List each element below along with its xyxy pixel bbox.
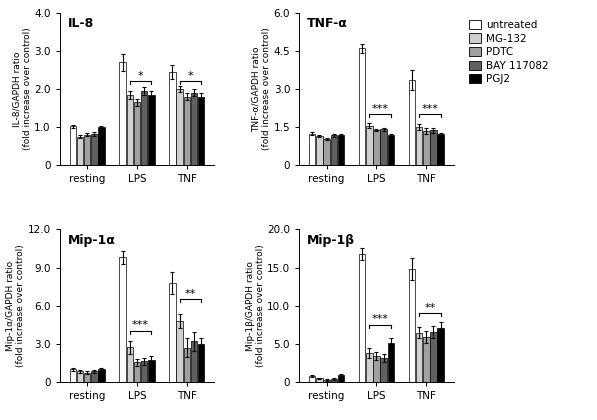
Bar <box>119 257 126 382</box>
Bar <box>438 134 444 165</box>
Y-axis label: TNF-α/GAPDH ratio
(fold increase over control): TNF-α/GAPDH ratio (fold increase over co… <box>252 28 272 150</box>
Bar <box>91 134 97 165</box>
Text: *: * <box>138 71 143 81</box>
Y-axis label: Mip-1α/GAPDH ratio
(fold increase over control): Mip-1α/GAPDH ratio (fold increase over c… <box>6 244 26 367</box>
Bar <box>380 358 387 382</box>
Bar <box>84 135 90 165</box>
Bar <box>183 348 190 382</box>
Bar <box>430 130 437 165</box>
Text: ***: *** <box>371 104 389 113</box>
Bar <box>380 129 387 165</box>
Bar <box>99 370 104 382</box>
Bar <box>69 370 76 382</box>
Bar <box>409 80 415 165</box>
Bar <box>141 361 147 382</box>
Y-axis label: Mip-1β/GAPDH ratio
(fold increase over control): Mip-1β/GAPDH ratio (fold increase over c… <box>245 244 265 367</box>
Bar <box>119 62 126 165</box>
Bar <box>324 380 330 382</box>
Bar <box>76 136 83 165</box>
Text: Mip-1β: Mip-1β <box>307 234 355 247</box>
Bar <box>148 94 155 165</box>
Bar <box>373 356 380 382</box>
Text: ***: *** <box>421 104 438 113</box>
Text: IL-8: IL-8 <box>67 17 94 30</box>
Bar <box>69 126 76 165</box>
Bar <box>91 371 97 382</box>
Bar <box>366 353 373 382</box>
Bar <box>198 344 204 382</box>
Bar <box>387 343 394 382</box>
Bar <box>141 91 147 165</box>
Bar <box>324 139 330 165</box>
Bar <box>331 135 337 165</box>
Bar <box>430 332 437 382</box>
Bar <box>198 97 204 165</box>
Bar <box>191 341 197 382</box>
Bar <box>316 378 322 382</box>
Bar <box>169 283 176 382</box>
Bar <box>416 333 422 382</box>
Bar <box>359 48 365 165</box>
Text: **: ** <box>424 303 436 312</box>
Bar <box>134 362 140 382</box>
Text: ***: *** <box>371 314 389 324</box>
Bar <box>423 337 429 382</box>
Bar <box>331 379 337 382</box>
Text: **: ** <box>184 289 196 299</box>
Bar <box>183 97 190 165</box>
Bar <box>387 135 394 165</box>
Bar <box>148 360 155 382</box>
Bar <box>316 136 322 165</box>
Y-axis label: IL-8/GAPDH ratio
(fold increase over control): IL-8/GAPDH ratio (fold increase over con… <box>13 28 32 150</box>
Legend: untreated, MG-132, PDTC, BAY 117082, PGJ2: untreated, MG-132, PDTC, BAY 117082, PGJ… <box>467 18 551 87</box>
Bar <box>84 373 90 382</box>
Bar <box>127 94 133 165</box>
Bar <box>169 72 176 165</box>
Bar <box>366 126 373 165</box>
Bar <box>409 269 415 382</box>
Bar <box>359 254 365 382</box>
Bar <box>176 321 183 382</box>
Bar <box>309 134 315 165</box>
Text: Mip-1α: Mip-1α <box>67 234 115 247</box>
Bar <box>373 130 380 165</box>
Bar <box>76 371 83 382</box>
Bar <box>423 131 429 165</box>
Text: TNF-α: TNF-α <box>307 17 348 30</box>
Bar <box>338 135 344 165</box>
Bar <box>438 328 444 382</box>
Bar <box>127 347 133 382</box>
Bar <box>416 127 422 165</box>
Bar <box>338 375 344 382</box>
Bar <box>176 89 183 165</box>
Bar <box>99 127 104 165</box>
Bar <box>191 93 197 165</box>
Text: ***: *** <box>132 320 149 331</box>
Bar <box>134 102 140 165</box>
Text: *: * <box>187 71 193 81</box>
Bar <box>309 376 315 382</box>
